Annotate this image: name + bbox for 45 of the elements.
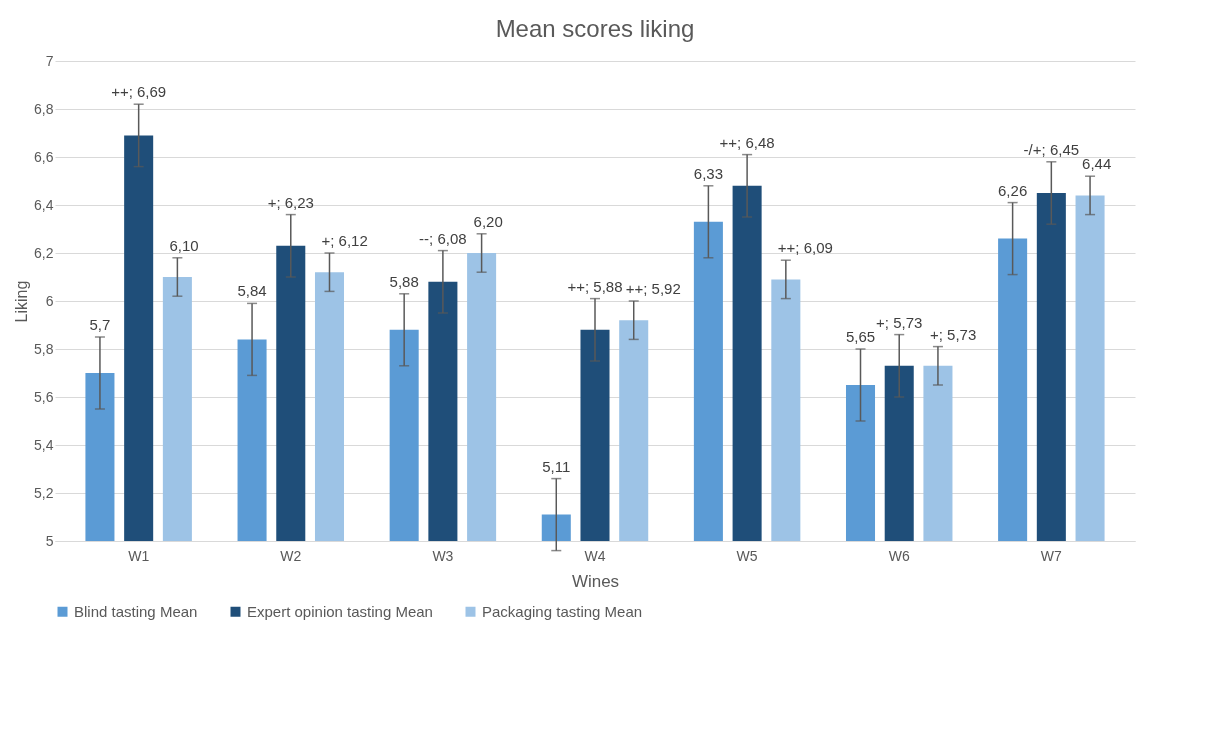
y-tick-label: 5,2 [34,484,54,501]
legend-label: Expert opinion tasting Mean [247,602,433,620]
data-label: 5,88 [389,272,419,290]
y-tick-label: 5,6 [34,388,54,405]
y-tick-label: 7 [45,52,54,69]
data-label: +; 5,73 [929,325,977,343]
data-label: -/+; 6,45 [1023,140,1080,158]
data-label: 5,65 [845,328,876,345]
data-label: 5,84 [237,282,267,300]
y-tick-label: 5 [45,532,54,549]
legend-label: Blind tasting Mean [74,602,198,620]
data-label: --; 6,08 [419,229,467,247]
y-tick-label: 5,8 [34,340,54,357]
data-label: ++; 6,69 [111,83,167,101]
y-tick-label: 6,2 [34,244,54,261]
y-axis-title: Liking [13,280,31,323]
data-label: +; 6,23 [267,193,314,211]
data-label: +; 6,12 [321,232,368,249]
data-label: ++; 5,92 [625,280,681,297]
data-label: 6,44 [1082,155,1112,173]
legend-label: Packaging tasting Mean [482,602,643,620]
y-tick-label: 6,6 [34,148,54,165]
data-label: ++; 6,48 [719,133,775,151]
data-label: 6,26 [998,181,1028,199]
data-label: 5,7 [89,316,111,333]
y-tick-label: 6,8 [34,100,54,117]
x-tick-label: W4 [584,547,606,564]
data-label: ++; 5,88 [567,277,623,295]
data-label: 6,20 [473,212,503,230]
y-tick-label: 6,4 [34,196,54,213]
x-tick-label: W2 [280,547,302,564]
y-tick-label: 5,4 [34,436,54,453]
chart-title: Mean scores liking [495,15,695,42]
x-axis-title: Wines [571,571,620,591]
x-tick-label: W5 [736,547,758,564]
x-tick-label: W6 [888,547,910,564]
data-label: 6,33 [693,164,723,182]
x-tick-label: W7 [1040,547,1063,564]
x-tick-label: W1 [128,547,150,564]
data-label: 6,10 [169,236,199,254]
data-label: +; 5,73 [876,313,923,331]
data-label: ++; 6,09 [777,239,833,257]
x-tick-label: W3 [432,547,454,564]
data-label: 5,11 [542,457,571,475]
y-tick-label: 6 [45,292,54,309]
